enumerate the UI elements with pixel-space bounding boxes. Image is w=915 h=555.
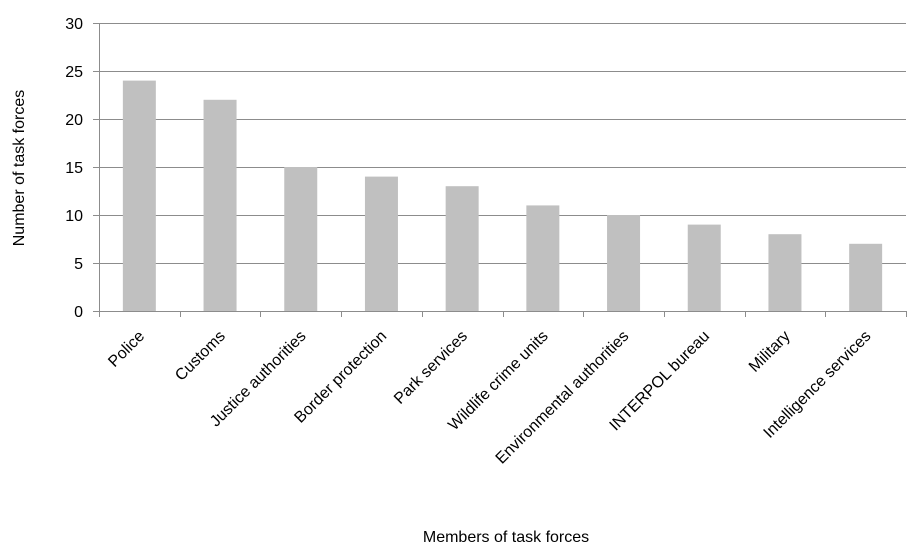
bar-justice-authorities bbox=[284, 167, 318, 311]
y-tick-label-20: 20 bbox=[65, 112, 83, 129]
bars bbox=[122, 80, 883, 311]
bar-environmental-authorities bbox=[607, 215, 641, 311]
y-tick-label-25: 25 bbox=[65, 64, 83, 81]
x-tick-label-police: Police bbox=[105, 328, 148, 371]
y-axis-title: Number of task forces bbox=[11, 90, 28, 247]
bar-interpol-bureau bbox=[687, 224, 721, 311]
bar-customs bbox=[203, 99, 237, 311]
bar-wildlife-crime-units bbox=[526, 205, 560, 311]
y-tick-label-15: 15 bbox=[65, 160, 83, 177]
y-tick-labels: 0 5 10 15 20 25 30 bbox=[65, 16, 83, 321]
bar-police bbox=[122, 80, 156, 311]
y-tick-label-5: 5 bbox=[74, 256, 83, 273]
y-tick-label-30: 30 bbox=[65, 16, 83, 33]
x-tick-label-environmental-authorities: Environmental authorities bbox=[493, 328, 633, 468]
y-tick-label-10: 10 bbox=[65, 208, 83, 225]
bar-border-protection bbox=[364, 176, 398, 311]
axes bbox=[93, 23, 907, 317]
bar-intelligence-services bbox=[849, 243, 883, 311]
x-axis-title: Members of task forces bbox=[423, 529, 589, 546]
bar-park-services bbox=[445, 186, 479, 311]
x-tick-label-customs: Customs bbox=[172, 328, 229, 385]
y-tick-label-0: 0 bbox=[74, 304, 83, 321]
x-tick-label-park-services: Park services bbox=[391, 328, 471, 408]
bar-military bbox=[768, 234, 802, 311]
x-tick-label-military: Military bbox=[746, 328, 794, 376]
